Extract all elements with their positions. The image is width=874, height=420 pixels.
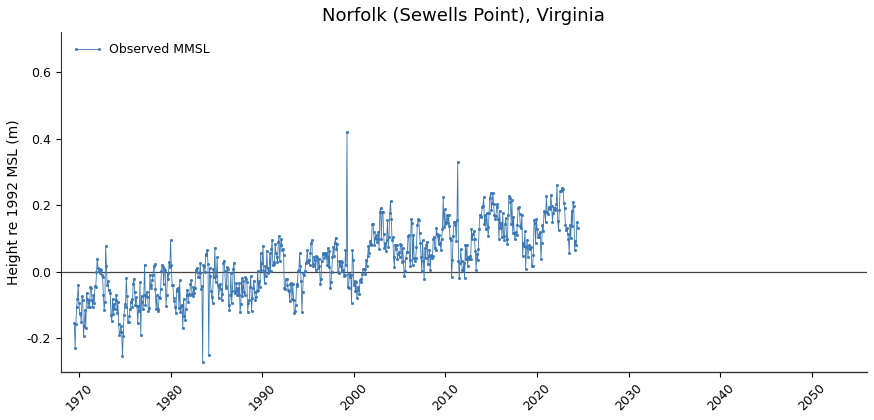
Observed MMSL [572, 225, 583, 230]
Line: Observed MMSL: Observed MMSL [73, 131, 579, 363]
Observed MMSL [267, 263, 278, 268]
Observed MMSL [133, 303, 143, 308]
Legend: Observed MMSL: Observed MMSL [66, 38, 215, 61]
Y-axis label: Height re 1992 MSL (m): Height re 1992 MSL (m) [7, 119, 21, 285]
Observed MMSL [82, 297, 93, 302]
Observed MMSL [69, 320, 80, 326]
Observed MMSL [342, 129, 352, 134]
Title: Norfolk (Sewells Point), Virginia: Norfolk (Sewells Point), Virginia [323, 7, 606, 25]
Observed MMSL [179, 313, 190, 318]
Observed MMSL [193, 274, 204, 279]
Observed MMSL [368, 221, 378, 226]
Observed MMSL [198, 359, 208, 364]
